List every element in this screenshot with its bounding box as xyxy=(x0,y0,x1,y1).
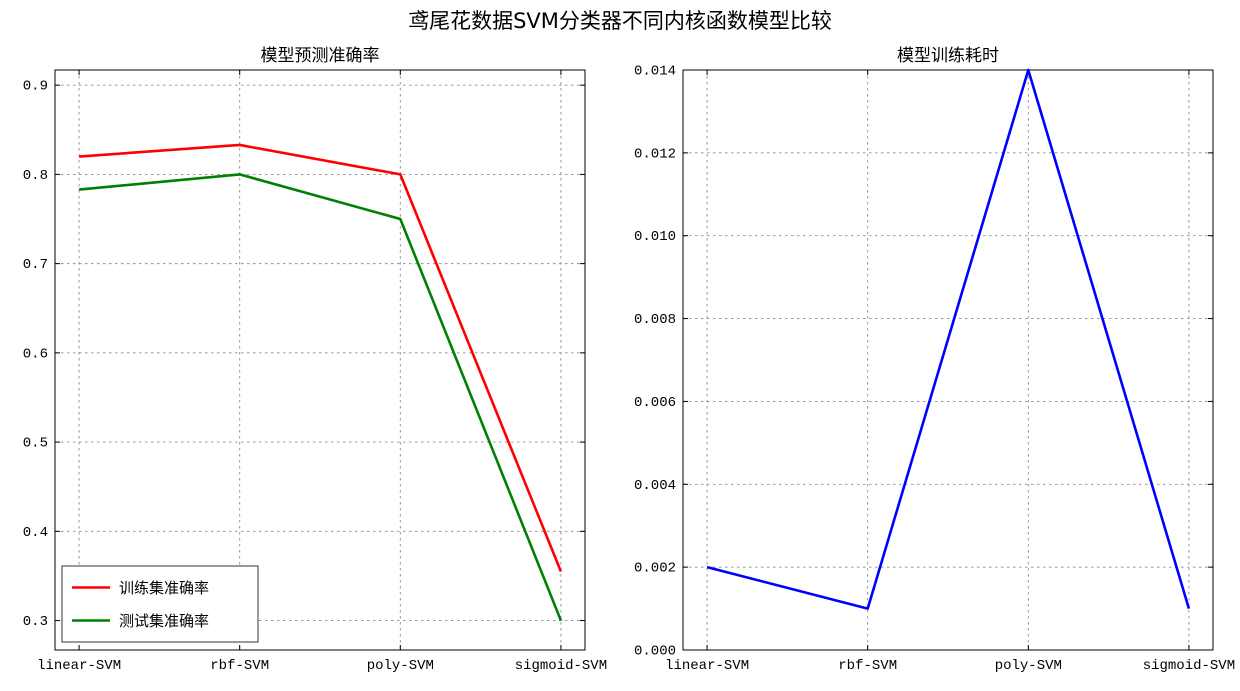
legend-label: 训练集准确率 xyxy=(119,579,209,597)
x-tick-label: rbf-SVM xyxy=(838,658,897,674)
y-tick-label: 0.7 xyxy=(23,257,48,273)
y-tick-label: 0.5 xyxy=(23,436,48,452)
y-tick-label: 0.6 xyxy=(23,346,48,362)
y-tick-label: 0.006 xyxy=(634,395,676,411)
series-line-0 xyxy=(706,68,1191,610)
y-tick-label: 0.9 xyxy=(23,79,48,95)
legend-label: 测试集准确率 xyxy=(119,612,209,630)
x-tick-label: poly-SVM xyxy=(367,658,434,674)
y-tick-label: 0.014 xyxy=(634,64,676,80)
x-tick-label: poly-SVM xyxy=(995,658,1062,674)
x-tick-label: rbf-SVM xyxy=(210,658,269,674)
legend-box xyxy=(61,565,259,643)
axes-frame xyxy=(682,69,1214,651)
y-tick-label: 0.012 xyxy=(634,146,676,162)
accuracy-subplot-title: 模型预测准确率 xyxy=(260,46,380,66)
y-tick-label: 0.8 xyxy=(23,168,48,184)
y-tick-label: 0.004 xyxy=(634,478,676,494)
y-tick-label: 0.002 xyxy=(634,561,676,577)
train-time-line-chart: 0.000 0.002 0.004 0.006 0.008 0.010 0.012 0.014… xyxy=(634,64,1235,675)
y-tick-label: 0.008 xyxy=(634,312,676,328)
y-tick-label: 0.3 xyxy=(23,614,48,630)
y-tick-label: 0.000 xyxy=(634,644,676,660)
x-tick-label: linear-SVM xyxy=(665,658,749,674)
axes-frame xyxy=(54,69,586,651)
figure-title: 鸢尾花数据SVM分类器不同内核函数模型比较 xyxy=(408,9,832,33)
series-line-1 xyxy=(78,173,563,622)
y-tick-label: 0.4 xyxy=(23,525,48,541)
series-line-0 xyxy=(78,143,563,572)
x-tick-label: sigmoid-SVM xyxy=(1143,658,1235,674)
train-time-subplot-title: 模型训练耗时 xyxy=(897,46,999,66)
x-tick-label: linear-SVM xyxy=(37,658,121,674)
x-tick-label: sigmoid-SVM xyxy=(515,658,607,674)
y-tick-label: 0.010 xyxy=(634,229,676,245)
accuracy-line-chart: 0.3 0.4 0.5 0.6 0.7 0.8 0.9 linear-SVM rbf-SVM po… xyxy=(23,69,607,674)
